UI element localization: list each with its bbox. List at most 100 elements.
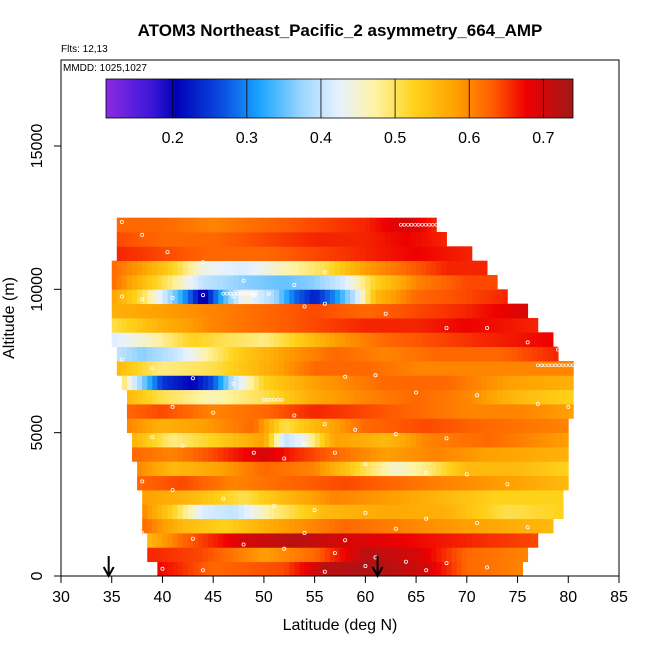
- heatmap-cell: [324, 518, 331, 534]
- heatmap-cell: [132, 275, 138, 290]
- heatmap-cell: [238, 217, 245, 233]
- heatmap-cell: [319, 361, 326, 376]
- heatmap-cell: [492, 275, 498, 290]
- heatmap-cell: [233, 346, 239, 362]
- heatmap-cell: [542, 389, 549, 405]
- heatmap-cell: [142, 318, 148, 333]
- heatmap-cell: [152, 461, 158, 477]
- heatmap-cell: [558, 461, 564, 477]
- heatmap-cell: [405, 432, 412, 448]
- heatmap-cell: [243, 318, 250, 333]
- heatmap-cell: [395, 275, 402, 290]
- y-tick-label: 0: [29, 571, 46, 580]
- heatmap-cell: [568, 404, 574, 419]
- heatmap-cell: [268, 232, 275, 247]
- heatmap-cell: [421, 461, 427, 477]
- heatmap-cell: [451, 404, 458, 419]
- heatmap-cell: [126, 232, 133, 247]
- heatmap-cell: [482, 518, 488, 534]
- heatmap-cell: [416, 361, 422, 376]
- heatmap-cell: [162, 432, 168, 448]
- heatmap-cell: [380, 461, 387, 477]
- heatmap-cell: [471, 375, 478, 391]
- heatmap-cell: [426, 561, 432, 576]
- heatmap-cell: [172, 418, 179, 434]
- heatmap-cell: [147, 275, 153, 290]
- heatmap-cell: [116, 346, 123, 362]
- heatmap-cell: [507, 547, 513, 563]
- heatmap-cell: [167, 561, 173, 576]
- heatmap-cell: [299, 432, 305, 448]
- heatmap-cell: [147, 318, 153, 333]
- heatmap-cell: [334, 389, 341, 405]
- heatmap-cell: [182, 375, 189, 391]
- heatmap-cell: [324, 490, 331, 505]
- heatmap-cell: [380, 447, 387, 462]
- heatmap-cell: [345, 332, 351, 348]
- heatmap-cell: [411, 346, 417, 362]
- heatmap-cell: [132, 303, 138, 319]
- heatmap-cell: [405, 490, 412, 505]
- heatmap-cell: [142, 332, 148, 348]
- heatmap-cell: [243, 232, 250, 247]
- heatmap-cell: [284, 561, 290, 576]
- heatmap-cell: [466, 475, 473, 491]
- heatmap-cell: [284, 246, 290, 262]
- heatmap-cell: [441, 246, 447, 262]
- sample-point: [416, 222, 421, 227]
- heatmap-cell: [177, 375, 184, 391]
- heatmap-cell: [243, 432, 250, 448]
- heatmap-cell: [258, 432, 265, 448]
- heatmap-cell: [446, 547, 452, 563]
- heatmap-cell: [507, 303, 513, 319]
- heatmap-cell: [157, 561, 163, 576]
- heatmap-cell: [345, 504, 351, 520]
- heatmap-cell: [340, 289, 346, 305]
- heatmap-cell: [345, 518, 351, 534]
- heatmap-cell: [380, 418, 387, 434]
- heatmap-cell: [218, 289, 224, 305]
- heatmap-cell: [416, 303, 422, 319]
- heatmap-cell: [370, 447, 376, 462]
- heatmap-cell: [126, 217, 133, 233]
- heatmap-cell: [274, 246, 280, 262]
- heatmap-cell: [487, 303, 493, 319]
- sample-point: [170, 404, 175, 409]
- sample-point: [239, 291, 243, 296]
- heatmap-cell: [147, 361, 153, 376]
- heatmap-cell: [299, 561, 305, 576]
- heatmap-cell: [187, 217, 194, 233]
- heatmap-cell: [421, 432, 427, 448]
- heatmap-cell: [142, 217, 148, 233]
- heatmap-cell: [466, 533, 473, 548]
- heatmap-cell: [487, 275, 493, 290]
- heatmap-cell: [223, 346, 229, 362]
- heatmap-cell: [289, 418, 295, 434]
- heatmap-cell: [126, 375, 133, 391]
- heatmap-cell: [400, 533, 407, 548]
- heatmap-cell: [390, 275, 397, 290]
- heatmap-cell: [502, 375, 508, 391]
- heatmap-cell: [253, 346, 260, 362]
- heatmap-cell: [228, 289, 234, 305]
- x-axis-label: Latitude (deg N): [283, 617, 398, 634]
- heatmap-cell: [360, 361, 366, 376]
- heatmap-cell: [446, 361, 452, 376]
- heatmap-cell: [263, 475, 270, 491]
- heatmap-cell: [400, 404, 407, 419]
- heatmap-cell: [228, 232, 234, 247]
- heatmap-cell: [436, 475, 442, 491]
- heatmap-cell: [421, 518, 427, 534]
- heatmap-cell: [218, 461, 224, 477]
- heatmap-cell: [152, 332, 158, 348]
- heatmap-cell: [395, 404, 402, 419]
- sample-point: [393, 526, 398, 531]
- heatmap-cell: [451, 318, 458, 333]
- heatmap-cell: [497, 303, 503, 319]
- heatmap-cell: [547, 361, 554, 376]
- heatmap-cell: [192, 232, 199, 247]
- heatmap-cell: [319, 561, 326, 576]
- heatmap-cell: [547, 490, 554, 505]
- heatmap-cell: [426, 461, 432, 477]
- heatmap-cell: [426, 246, 432, 262]
